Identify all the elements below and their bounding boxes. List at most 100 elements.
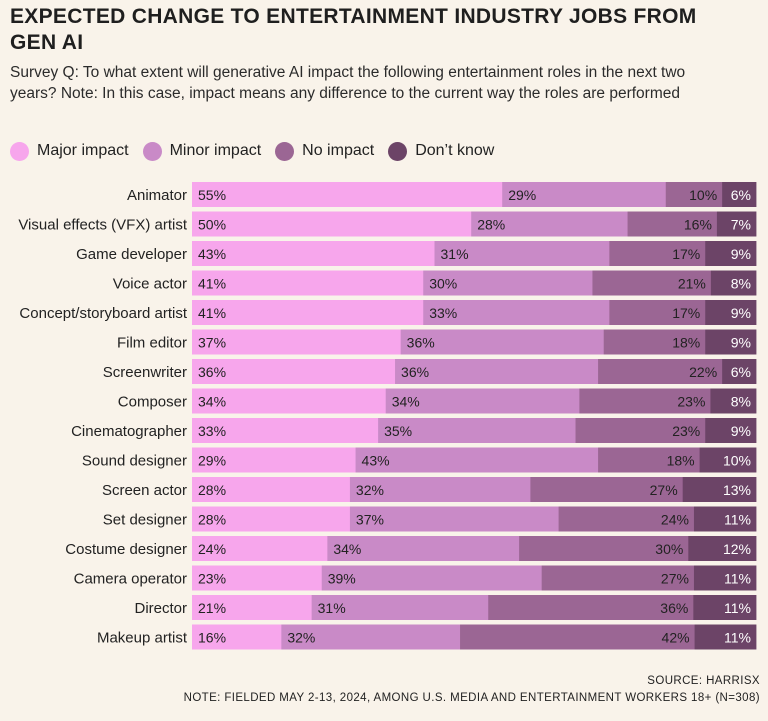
data-label-animator-major-impact: 55%: [198, 187, 226, 203]
bar-segment-concept-storyboard-artist-no-impact: [609, 300, 706, 325]
bar-segment-sound-designer-minor-impact: [355, 447, 599, 473]
bar-segment-visual-effects-vfx-artist-minor-impact: [471, 211, 628, 237]
bar-segment-director-minor-impact: [311, 595, 489, 620]
data-label-cinematographer-no-impact: 23%: [672, 423, 700, 439]
data-label-sound-designer-major-impact: 29%: [198, 453, 226, 469]
data-label-screen-actor-minor-impact: 32%: [356, 482, 384, 498]
data-label-director-minor-impact: 31%: [318, 600, 346, 616]
bar-segment-screenwriter-major-impact: [192, 359, 396, 384]
bar-segment-costume-designer-don-t-know: [688, 536, 757, 561]
bar-segment-camera-operator-no-impact: [541, 565, 695, 591]
methodology-note: NOTE: FIELDED MAY 2-13, 2024, AMONG U.S.…: [183, 692, 760, 704]
bar-segment-voice-actor-no-impact: [592, 270, 712, 296]
bar-segment-costume-designer-minor-impact: [327, 536, 520, 561]
bar-segment-cinematographer-minor-impact: [378, 418, 576, 443]
bar-segment-animator-major-impact: [192, 182, 503, 207]
chart-title: EXPECTED CHANGE TO ENTERTAINMENT INDUSTR…: [10, 5, 697, 54]
bar-segment-film-editor-don-t-know: [705, 329, 757, 355]
data-label-set-designer-no-impact: 24%: [661, 512, 689, 528]
bar-segment-concept-storyboard-artist-major-impact: [192, 300, 424, 325]
bar-segment-screen-actor-don-t-know: [682, 477, 757, 502]
bar-segment-concept-storyboard-artist-don-t-know: [705, 300, 757, 325]
legend: Major impact Minor impact No impact Don’…: [10, 140, 508, 162]
data-label-visual-effects-vfx-artist-major-impact: 50%: [198, 217, 226, 233]
bar-segment-screenwriter-no-impact: [598, 359, 723, 384]
legend-item-dont-know: Don’t know: [388, 141, 495, 161]
data-label-camera-operator-major-impact: 23%: [198, 571, 226, 587]
bar-segment-composer-major-impact: [192, 388, 387, 414]
data-label-screen-actor-no-impact: 27%: [650, 482, 678, 498]
bar-segment-set-designer-don-t-know: [693, 506, 757, 532]
bar-segment-camera-operator-minor-impact: [321, 565, 543, 591]
bar-segment-cinematographer-major-impact: [192, 418, 379, 443]
data-label-visual-effects-vfx-artist-minor-impact: 28%: [477, 217, 505, 233]
bar-segment-makeup-artist-don-t-know: [694, 624, 757, 650]
data-label-costume-designer-major-impact: 24%: [198, 541, 226, 557]
bar-segment-composer-minor-impact: [385, 388, 580, 414]
bar-segment-composer-don-t-know: [710, 388, 757, 414]
data-label-screenwriter-no-impact: 22%: [689, 364, 717, 380]
bar-segment-composer-no-impact: [579, 388, 711, 414]
legend-label-dont-know: Don’t know: [415, 142, 495, 159]
bar-segment-game-developer-minor-impact: [434, 241, 610, 266]
bar-segment-film-editor-major-impact: [192, 329, 402, 355]
bar-segment-set-designer-no-impact: [558, 506, 695, 532]
bar-segment-game-developer-don-t-know: [705, 241, 757, 266]
legend-item-minor-impact: Minor impact: [142, 141, 261, 161]
category-label-visual-effects-vfx-artist: Visual effects (VFX) artist: [18, 217, 188, 234]
data-label-composer-don-t-know: 8%: [731, 394, 751, 410]
data-label-camera-operator-don-t-know: 11%: [724, 571, 751, 587]
category-label-screen-actor: Screen actor: [102, 482, 187, 499]
data-label-cinematographer-don-t-know: 9%: [731, 423, 751, 439]
data-label-screen-actor-major-impact: 28%: [198, 482, 226, 498]
data-label-set-designer-minor-impact: 37%: [356, 512, 384, 528]
data-label-voice-actor-minor-impact: 30%: [429, 276, 457, 292]
bar-segment-costume-designer-major-impact: [192, 536, 328, 561]
bar-segment-cinematographer-no-impact: [575, 418, 706, 443]
legend-swatch-major-impact: [10, 141, 29, 161]
data-label-director-major-impact: 21%: [198, 600, 226, 616]
bar-segment-visual-effects-vfx-artist-no-impact: [627, 211, 718, 237]
data-label-screenwriter-major-impact: 36%: [198, 364, 226, 380]
bar-segment-set-designer-major-impact: [192, 506, 351, 532]
data-label-animator-don-t-know: 6%: [731, 187, 751, 203]
bar-segment-sound-designer-don-t-know: [699, 447, 757, 473]
category-label-camera-operator: Camera operator: [74, 571, 187, 588]
data-label-sound-designer-don-t-know: 10%: [723, 453, 751, 469]
bar-segment-costume-designer-no-impact: [519, 536, 689, 561]
bar-segment-film-editor-no-impact: [603, 329, 706, 355]
category-label-voice-actor: Voice actor: [113, 276, 187, 293]
data-label-visual-effects-vfx-artist-don-t-know: 7%: [731, 217, 751, 233]
bar-segment-voice-actor-minor-impact: [423, 270, 593, 296]
data-label-game-developer-major-impact: 43%: [198, 246, 226, 262]
legend-item-no-impact: No impact: [275, 141, 375, 161]
category-label-set-designer: Set designer: [103, 512, 187, 529]
bar-segment-screen-actor-no-impact: [530, 477, 684, 502]
bar-segment-makeup-artist-major-impact: [192, 624, 282, 650]
bar-segment-voice-actor-don-t-know: [710, 270, 757, 296]
data-label-costume-designer-don-t-know: 12%: [723, 541, 751, 557]
bar-segment-director-don-t-know: [693, 595, 757, 620]
data-label-film-editor-don-t-know: 9%: [731, 335, 751, 351]
data-label-camera-operator-minor-impact: 39%: [328, 571, 356, 587]
data-label-makeup-artist-don-t-know: 11%: [724, 630, 751, 646]
legend-label-no-impact: No impact: [302, 142, 375, 159]
category-label-animator: Animator: [127, 187, 187, 204]
bar-segment-animator-minor-impact: [502, 182, 667, 207]
legend-swatch-dont-know: [388, 141, 408, 161]
data-label-visual-effects-vfx-artist-no-impact: 16%: [684, 217, 712, 233]
bar-segment-set-designer-minor-impact: [349, 506, 559, 532]
category-label-sound-designer: Sound designer: [82, 453, 187, 470]
data-label-animator-minor-impact: 29%: [508, 187, 536, 203]
bar-segment-sound-designer-major-impact: [192, 447, 356, 473]
data-label-voice-actor-major-impact: 41%: [198, 276, 226, 292]
bar-segment-director-no-impact: [488, 595, 694, 620]
category-label-concept-storyboard-artist: Concept/storyboard artist: [19, 305, 187, 322]
data-label-makeup-artist-minor-impact: 32%: [287, 630, 315, 646]
source-note: SOURCE: HARRISX: [647, 675, 760, 687]
data-label-sound-designer-minor-impact: 43%: [362, 453, 390, 469]
data-label-voice-actor-don-t-know: 8%: [731, 276, 751, 292]
category-label-cinematographer: Cinematographer: [71, 423, 187, 440]
data-label-film-editor-major-impact: 37%: [198, 335, 226, 351]
data-label-concept-storyboard-artist-no-impact: 17%: [672, 305, 700, 321]
